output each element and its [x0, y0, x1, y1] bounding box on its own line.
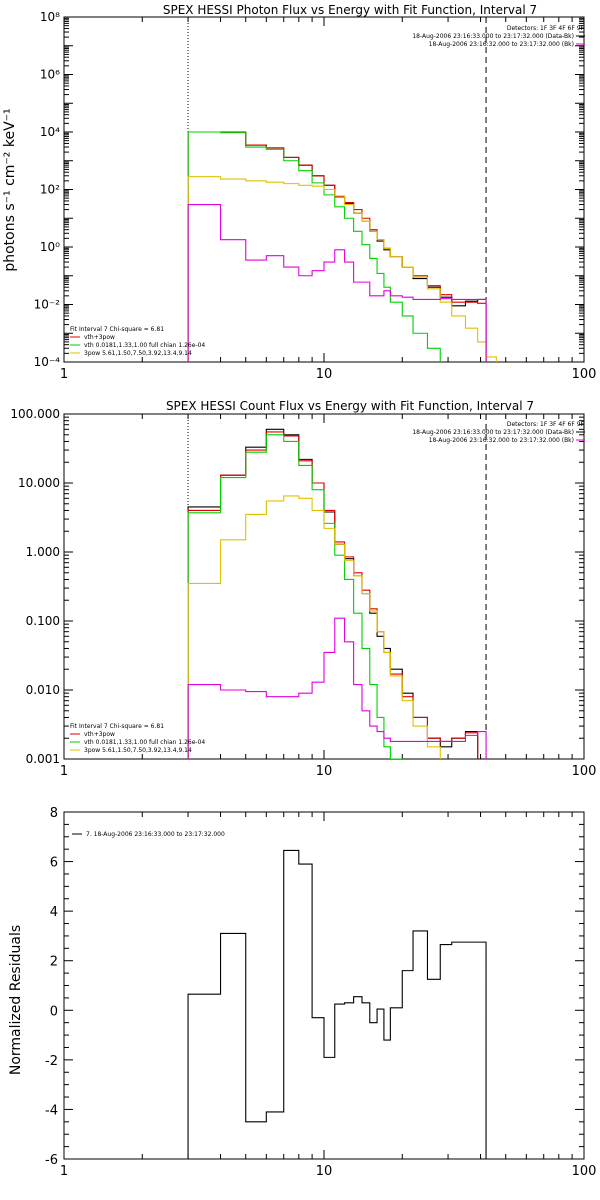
photon-flux-title: SPEX HESSI Photon Flux vs Energy with Fi… [163, 3, 537, 17]
photon-flux-legend-top-right: Detectors: 1F 3F 4F 6F 9F 18-Aug-2006 23… [412, 25, 585, 48]
photon-flux-series-total [187, 131, 487, 362]
residuals-series-data [187, 849, 487, 1159]
count-flux-legend-bottom-left: Fit Interval 7 Chi-square = 6.81 vth+3po… [70, 723, 205, 754]
photon-flux-xtick-label: 1 [60, 367, 68, 382]
photon-legend-detectors: Detectors: 1F 3F 4F 6F 9F [507, 25, 585, 32]
photon-flux-series-background [187, 203, 487, 362]
photon-flux-xtick-label: 10 [316, 367, 333, 382]
photon-flux-ytick-label: 10⁻⁴ [34, 355, 61, 369]
photon-legend-total: vth+3pow [84, 334, 115, 341]
count-flux-ytick-label: 1.000 [26, 545, 60, 559]
residuals-ytick-label: -4 [45, 1103, 58, 1118]
residuals-xtick-label: 1 [60, 1164, 68, 1179]
count-flux-series [187, 428, 487, 759]
photon-legend-pow: 3pow 5.61,1.50,7.50,3.92,13.4,9.14 [84, 350, 192, 357]
photon-flux-ytick-label: 10² [40, 183, 60, 197]
count-legend-vth: vth 0.0181,1.33,1.00 full chian 1.26e-04 [84, 739, 205, 746]
count-flux-series-data [187, 428, 479, 759]
photon-flux-ytick-label: 10⁴ [40, 125, 60, 139]
count-flux-xtick-label: 1 [60, 764, 68, 779]
photon-flux-panel: SPEX HESSI Photon Flux vs Energy with Fi… [2, 3, 597, 382]
count-flux-series-powerlaw [187, 495, 441, 759]
count-flux-title: SPEX HESSI Count Flux vs Energy with Fit… [166, 399, 534, 413]
photon-legend-bk: 18-Aug-2006 23:16:32.000 to 23:17:32.000… [429, 41, 574, 48]
photon-flux-series-data [187, 131, 487, 362]
residuals-xtick-label: 100 [572, 1164, 597, 1179]
residuals-ytick-label: 2 [50, 955, 58, 970]
count-flux-ytick-label: 100.000 [10, 407, 60, 421]
count-flux-ytick-label: 10.000 [18, 476, 60, 490]
residuals-axes: 1 10 100 -6 -4 -2 0 2 4 6 8 [45, 806, 596, 1179]
photon-flux-axes: 1 10 100 10⁻⁴ 10⁻² 10⁰ 10² 10⁴ 10⁶ 10⁸ [34, 10, 597, 382]
photon-flux-xtick-label: 100 [572, 367, 597, 382]
count-flux-ytick-label: 0.010 [26, 683, 60, 697]
photon-flux-series-powerlaw [187, 176, 497, 362]
residuals-xtick-label: 10 [316, 1164, 333, 1179]
count-legend-total: vth+3pow [84, 731, 115, 738]
count-flux-panel: SPEX HESSI Count Flux vs Energy with Fit… [10, 399, 596, 779]
count-flux-legend-top-right: Detectors: 1F 3F 4F 6F 9F 18-Aug-2006 23… [412, 421, 585, 444]
residuals-ytick-label: 4 [50, 905, 58, 920]
count-flux-axes: 1 10 100 0.001 0.010 0.100 1.000 10.000 100.000 [10, 407, 596, 779]
count-legend-bk: 18-Aug-2006 23:16:32.000 to 23:17:32.000… [429, 437, 574, 444]
residuals-legend: 7. 18-Aug-2006 23:16:33.000 to 23:17:32.… [72, 831, 225, 838]
count-flux-series-vth [187, 434, 403, 759]
residuals-plot-frame [63, 811, 585, 1160]
count-flux-xtick-label: 10 [316, 764, 333, 779]
residuals-ytick-label: -6 [45, 1153, 58, 1168]
count-flux-ytick-label: 0.001 [26, 752, 60, 766]
count-legend-pow: 3pow 5.61,1.50,7.50,3.92,13.4,9.14 [84, 747, 192, 754]
residuals-ytick-label: 8 [50, 806, 58, 821]
residuals-legend-label: 7. 18-Aug-2006 23:16:33.000 to 23:17:32.… [86, 831, 225, 838]
photon-flux-ylabel: photons s⁻¹ cm⁻² keV⁻¹ [2, 108, 18, 271]
photon-legend-vth: vth 0.0181,1.33,1.00 full chian 1.26e-04 [84, 342, 205, 349]
count-legend-data-bk: 18-Aug-2006 23:16:33.000 to 23:17:32.000… [412, 429, 574, 436]
photon-flux-ytick-label: 10⁻² [34, 298, 61, 312]
count-flux-series-total [187, 431, 479, 759]
count-flux-plot-frame [63, 413, 585, 760]
photon-flux-ytick-label: 10⁸ [40, 10, 60, 24]
photon-flux-ytick-label: 10⁰ [40, 240, 60, 254]
count-fit-interval-label: Fit Interval 7 Chi-square = 6.81 [70, 723, 164, 730]
photon-flux-series-vth [187, 131, 441, 362]
count-legend-detectors: Detectors: 1F 3F 4F 6F 9F [507, 421, 585, 428]
count-flux-series-background [187, 617, 487, 759]
count-flux-ytick-label: 0.100 [26, 614, 60, 628]
residuals-panel: Normalized Residuals 1 10 100 -6 -4 -2 0 2 4 6 8 7… [8, 806, 596, 1179]
residuals-series [187, 849, 487, 1159]
photon-flux-legend-bottom-left: Fit Interval 7 Chi-square = 6.81 vth+3po… [70, 326, 205, 357]
residuals-ytick-label: -2 [45, 1054, 58, 1069]
photon-flux-ytick-label: 10⁶ [40, 68, 60, 82]
residuals-ytick-label: 6 [50, 856, 58, 871]
residuals-ylabel: Normalized Residuals [8, 925, 24, 1075]
residuals-ytick-label: 0 [50, 1004, 58, 1019]
photon-flux-series [187, 131, 497, 362]
photon-legend-data-bk: 18-Aug-2006 23:16:33.000 to 23:17:32.000… [412, 33, 574, 40]
photon-fit-interval-label: Fit Interval 7 Chi-square = 6.81 [70, 326, 164, 333]
count-flux-xtick-label: 100 [572, 764, 597, 779]
